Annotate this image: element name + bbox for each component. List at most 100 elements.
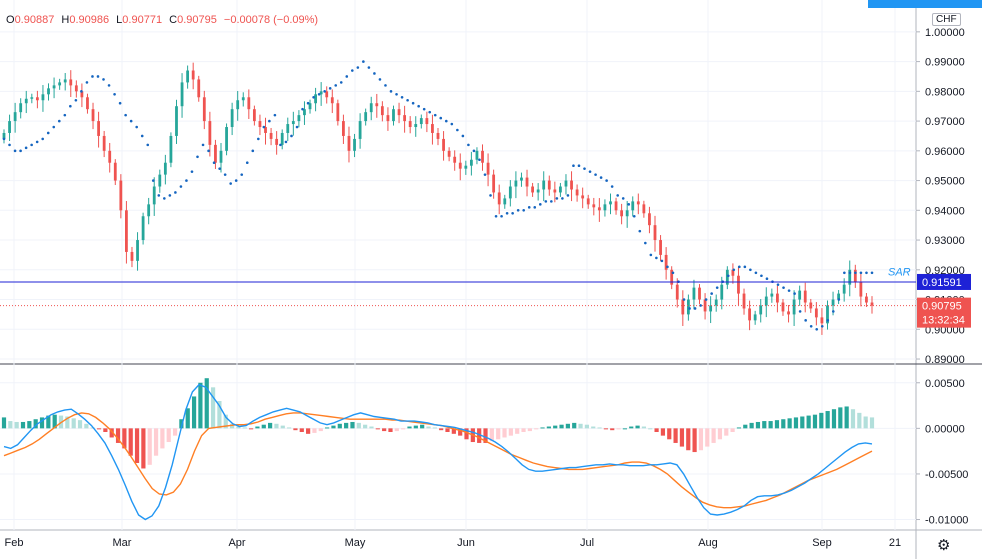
sar-dot	[163, 197, 166, 200]
macd-histogram-bar	[306, 428, 311, 434]
candle-body	[770, 293, 774, 297]
candle-body	[609, 201, 612, 205]
top-accent-bar[interactable]	[868, 0, 982, 8]
candle-body	[264, 127, 267, 133]
candle-body	[13, 112, 17, 122]
sar-dot	[831, 310, 835, 313]
sar-dot	[671, 271, 675, 275]
sar-dot	[8, 143, 11, 147]
candle-body	[74, 85, 78, 92]
sar-dot	[710, 292, 713, 295]
sar-dot	[870, 271, 874, 275]
sar-dot	[561, 197, 564, 200]
candle-body	[236, 100, 240, 110]
macd-histogram-bar	[603, 428, 608, 430]
sar-dot	[157, 194, 161, 197]
sar-dot	[328, 87, 332, 90]
candle-body	[47, 88, 50, 95]
macd-histogram-bar	[812, 414, 818, 429]
gear-icon[interactable]: ⚙	[937, 537, 951, 554]
price-tick-label: 1.00000	[925, 27, 965, 39]
sar-dot	[356, 66, 360, 69]
time-tick-label: Aug	[698, 537, 718, 549]
macd-histogram-bar	[1, 417, 7, 429]
sar-dot	[621, 197, 625, 200]
candle-body	[58, 82, 62, 86]
sar-dot	[196, 155, 199, 159]
sar-dot	[290, 134, 293, 138]
sar-dot	[660, 259, 664, 263]
macd-histogram-bar	[774, 420, 780, 429]
sar-dot	[865, 271, 868, 275]
macd-histogram-bar	[229, 423, 235, 429]
candle-body	[214, 144, 217, 163]
candle-body	[442, 138, 445, 151]
sar-dot	[743, 265, 747, 269]
macd-histogram-bar	[261, 424, 266, 429]
macd-histogram-bar	[597, 427, 602, 429]
sar-dot	[295, 125, 299, 129]
macd-histogram-bar	[838, 407, 843, 429]
sar-dot	[472, 149, 476, 153]
sar-dot	[715, 286, 719, 289]
macd-histogram-bar	[806, 415, 811, 429]
sar-dot	[638, 229, 642, 233]
sar-dot	[444, 119, 448, 123]
candle-body	[525, 177, 529, 187]
candle-body	[241, 97, 245, 101]
macd-histogram-bar	[508, 428, 513, 436]
sar-dot	[113, 93, 116, 96]
macd-histogram-bar	[793, 417, 799, 429]
macd-histogram-bar	[641, 426, 647, 429]
candle-body	[108, 150, 112, 163]
time-tick-label: May	[345, 537, 366, 549]
candle-body	[2, 132, 6, 139]
macd-histogram-bar	[762, 421, 767, 429]
price-axis[interactable]: 1.00000 0.99000 0.98000 0.97000 0.96000 0.950…	[916, 27, 968, 527]
time-tick-label: Apr	[228, 537, 245, 549]
candle-body	[102, 135, 106, 151]
candle-body	[275, 138, 279, 145]
macd-histogram-bar	[185, 408, 190, 429]
macd-histogram-bar	[268, 422, 273, 429]
macd-histogram-bar	[527, 428, 532, 432]
sar-dot	[80, 90, 83, 93]
macd-histogram-bar	[869, 417, 875, 429]
currency-badge[interactable]: CHF	[932, 13, 961, 26]
macd-histogram-bar	[33, 419, 38, 429]
candle-body	[664, 254, 668, 270]
candle-body	[431, 124, 434, 133]
macd-histogram-bar	[141, 428, 146, 469]
candle-body	[831, 299, 835, 306]
macd-histogram-bar	[768, 421, 773, 429]
candle-body	[8, 121, 11, 133]
sar-dot	[577, 164, 581, 167]
candle-body	[247, 97, 251, 110]
candle-body	[814, 308, 818, 318]
close-value: 0.90795	[177, 14, 217, 26]
candle-body	[503, 198, 507, 205]
candle-body	[202, 97, 206, 122]
macd-histogram-bar	[160, 428, 165, 449]
macd-histogram-bar	[660, 428, 666, 436]
macd-histogram-bar	[591, 426, 596, 429]
macd-histogram-bar	[717, 428, 723, 440]
candle-body	[642, 204, 646, 214]
candle-body	[191, 70, 195, 80]
candle-body	[820, 317, 824, 324]
sar-dot	[257, 137, 260, 141]
macd-histogram-bar	[109, 428, 114, 438]
candle-body	[542, 180, 546, 190]
indicator-lines: SAR	[0, 266, 916, 521]
time-tick-label: Mar	[113, 537, 132, 549]
macd-histogram-bar	[20, 421, 26, 429]
candle-body	[620, 210, 624, 217]
candle-body	[764, 296, 768, 306]
candle-body	[425, 118, 429, 125]
time-axis[interactable]: Feb Mar Apr May Jun Jul Aug Sep 21	[5, 537, 902, 549]
macd-histogram-bar	[648, 428, 653, 430]
sar-dot	[395, 93, 398, 96]
sar-dot	[450, 122, 454, 126]
candle-body	[742, 293, 746, 309]
